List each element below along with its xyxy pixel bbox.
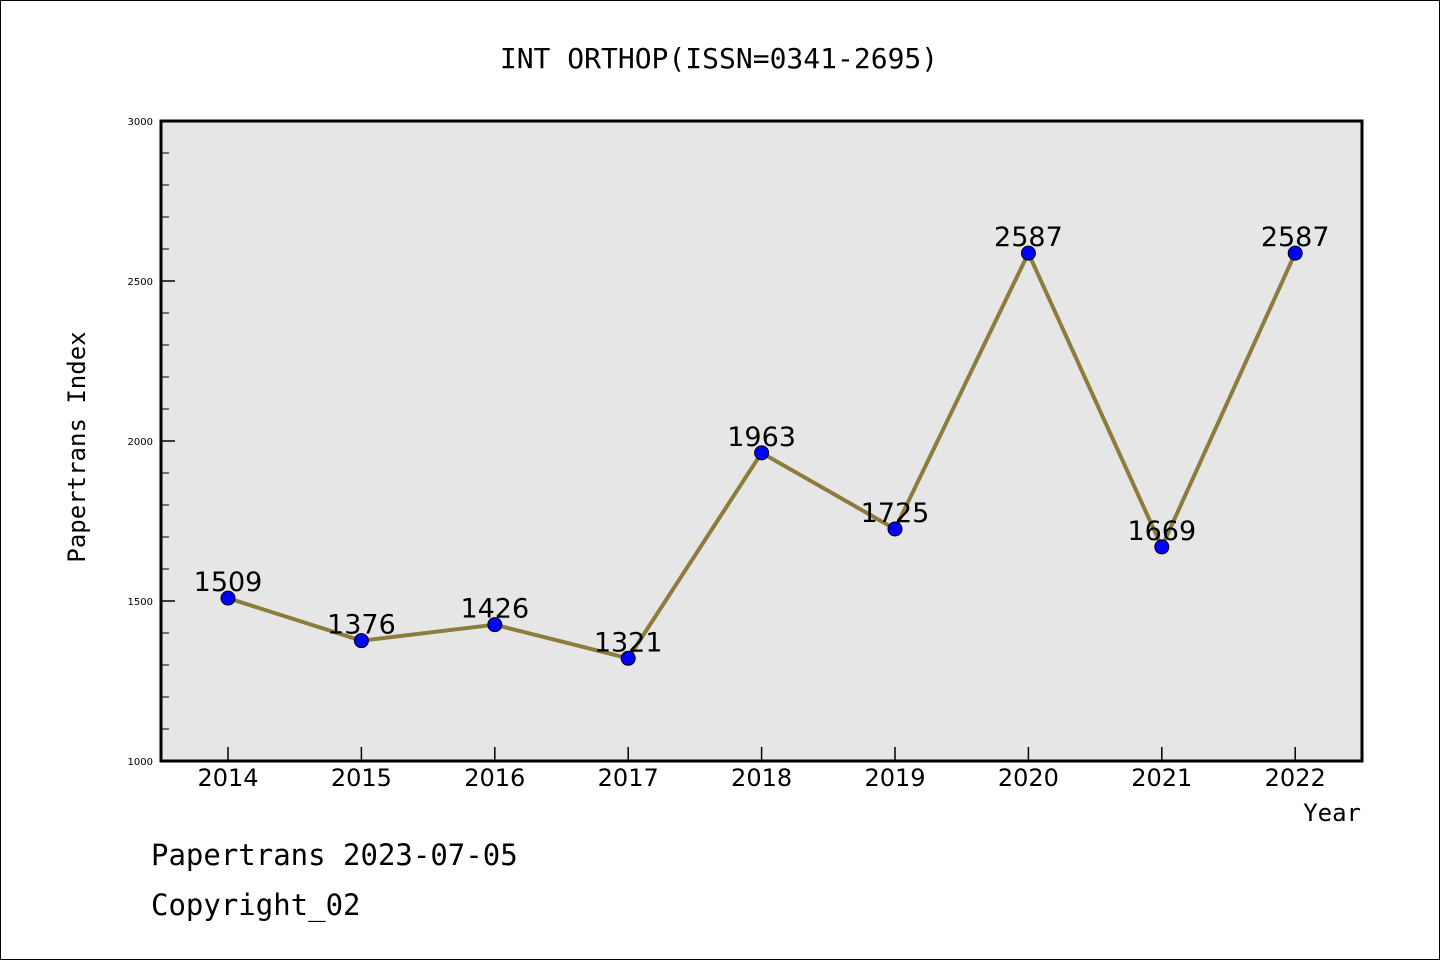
x-tick-label: 2020 bbox=[998, 764, 1059, 792]
data-point bbox=[1020, 245, 1036, 261]
y-tick-label: 2500 bbox=[128, 277, 153, 288]
data-label: 2587 bbox=[994, 222, 1063, 253]
data-point bbox=[1287, 245, 1303, 261]
data-label: 1725 bbox=[861, 498, 930, 529]
x-tick-label: 2018 bbox=[731, 764, 792, 792]
plot-area bbox=[161, 121, 1362, 761]
data-label: 2587 bbox=[1261, 222, 1330, 253]
x-tick-label: 2021 bbox=[1131, 764, 1192, 792]
plot-border bbox=[159, 119, 1364, 763]
x-tick-label: 2017 bbox=[598, 764, 659, 792]
footer-copyright: Copyright_02 bbox=[151, 888, 361, 923]
footer-date: Papertrans 2023-07-05 bbox=[151, 838, 518, 872]
x-tick-label: 2015 bbox=[331, 764, 392, 792]
y-tick-label: 1000 bbox=[128, 757, 153, 768]
data-points bbox=[220, 245, 1303, 666]
data-label: 1669 bbox=[1127, 516, 1196, 547]
x-axis-label: Year bbox=[1303, 799, 1361, 827]
x-axis-ticks: 2014 2015 2016 2017 2018 2019 2020 2021 2022 bbox=[197, 747, 1326, 792]
data-label: 1963 bbox=[727, 422, 796, 453]
data-labels: 1509 1376 1426 1321 1963 1725 2587 1669 2587 bbox=[194, 222, 1330, 658]
x-tick-label: 2019 bbox=[864, 764, 925, 792]
data-point bbox=[220, 590, 236, 606]
data-label: 1426 bbox=[460, 594, 529, 625]
y-axis-label: Papertrans Index bbox=[63, 331, 91, 562]
data-point bbox=[754, 445, 770, 461]
data-point bbox=[487, 617, 503, 633]
data-point bbox=[353, 633, 369, 649]
data-label: 1376 bbox=[327, 610, 396, 641]
x-tick-label: 2014 bbox=[197, 764, 258, 792]
data-point bbox=[887, 521, 903, 537]
data-label: 1321 bbox=[594, 627, 663, 658]
chart-title: INT ORTHOP(ISSN=0341-2695) bbox=[500, 42, 938, 75]
data-label: 1509 bbox=[194, 567, 263, 598]
data-point bbox=[1154, 539, 1170, 555]
data-point bbox=[620, 650, 636, 666]
y-tick-label: 2000 bbox=[128, 437, 153, 448]
y-tick-label: 3000 bbox=[128, 117, 153, 128]
x-tick-label: 2022 bbox=[1265, 764, 1326, 792]
y-tick-label: 1500 bbox=[128, 597, 153, 608]
x-tick-label: 2016 bbox=[464, 764, 525, 792]
